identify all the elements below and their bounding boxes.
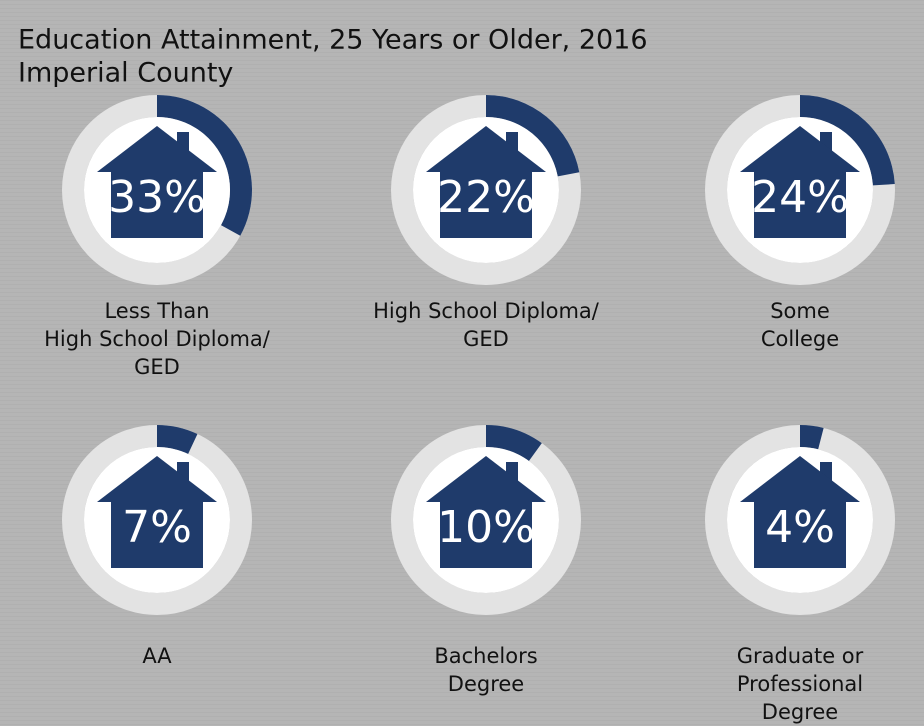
donut-segment xyxy=(800,425,824,450)
donut-segment xyxy=(486,425,542,461)
category-label: College xyxy=(761,327,839,351)
house-body xyxy=(440,496,532,568)
category-label: Degree xyxy=(448,672,524,696)
value-label: 4% xyxy=(765,502,835,553)
category-label: High School Diploma/ xyxy=(44,327,271,351)
category-label: AA xyxy=(142,644,172,668)
category-label: Some xyxy=(770,299,830,323)
value-label: 10% xyxy=(437,502,535,553)
category-label: GED xyxy=(134,355,180,379)
house-roof xyxy=(426,126,546,172)
chart-subtitle: Imperial County xyxy=(18,58,233,89)
house-body xyxy=(111,166,203,238)
category-label: Graduate or xyxy=(737,644,864,668)
house-body xyxy=(754,496,846,568)
house-roof xyxy=(97,126,217,172)
value-label: 7% xyxy=(122,502,192,553)
house-roof xyxy=(740,126,860,172)
house-roof xyxy=(740,456,860,502)
category-label: GED xyxy=(463,327,509,351)
donut-segment xyxy=(800,95,895,186)
category-label: Less Than xyxy=(104,299,209,323)
donut-segment xyxy=(157,95,253,236)
house-roof xyxy=(426,456,546,502)
category-label: Professional xyxy=(737,672,863,696)
house-body xyxy=(111,496,203,568)
house-roof xyxy=(97,456,217,502)
value-label: 33% xyxy=(108,172,206,223)
donut-segment xyxy=(157,425,198,454)
value-label: 22% xyxy=(437,172,535,223)
house-body xyxy=(440,166,532,238)
category-label: Bachelors xyxy=(434,644,537,668)
category-label: Degree xyxy=(762,700,838,724)
category-label: High School Diploma/ xyxy=(373,299,600,323)
donut-segment xyxy=(486,95,580,177)
value-label: 24% xyxy=(751,172,849,223)
chart-title: Education Attainment, 25 Years or Older,… xyxy=(18,25,648,56)
house-body xyxy=(754,166,846,238)
